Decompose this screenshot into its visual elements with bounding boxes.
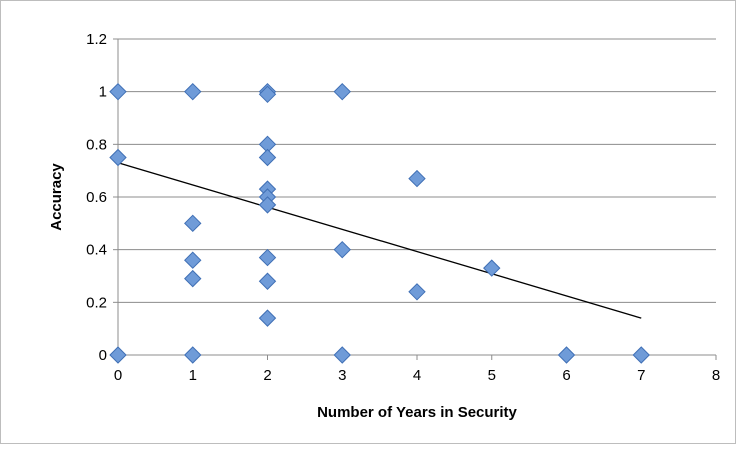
data-point <box>408 169 426 188</box>
data-point <box>258 85 277 104</box>
y-tick-label: 0.2 <box>86 294 107 311</box>
data-point <box>333 82 351 101</box>
data-point <box>109 148 127 167</box>
x-tick-label: 3 <box>338 367 346 384</box>
data-point <box>632 346 650 364</box>
gridlines <box>118 38 716 303</box>
data-point <box>184 82 202 101</box>
y-tick-label: 1 <box>99 84 107 101</box>
data-point <box>483 259 501 277</box>
axes <box>113 38 717 360</box>
x-tick-label: 2 <box>263 367 271 384</box>
data-point <box>184 346 202 364</box>
x-axis-title: Number of Years in Security <box>317 404 517 421</box>
y-tick-label: 0.8 <box>86 136 107 153</box>
x-tick-label: 5 <box>488 367 496 384</box>
x-tick-label: 0 <box>114 367 122 384</box>
y-tick-label: 1.2 <box>86 31 107 48</box>
y-axis-title: Accuracy <box>48 163 65 231</box>
y-tick-label: 0 <box>99 347 107 364</box>
data-point <box>408 283 426 301</box>
x-tick-label: 6 <box>562 367 570 384</box>
data-points <box>109 82 650 364</box>
trendline-group <box>117 162 642 319</box>
data-point <box>258 248 277 267</box>
x-tick-label: 1 <box>189 367 197 384</box>
data-point <box>109 82 127 101</box>
data-point <box>109 346 127 364</box>
data-point <box>184 269 202 288</box>
y-tick-label: 0.4 <box>86 242 107 259</box>
x-tick-label: 4 <box>413 367 421 384</box>
data-point <box>258 309 277 327</box>
data-point <box>258 148 277 167</box>
data-point <box>184 214 202 233</box>
data-point <box>258 272 277 290</box>
data-point <box>557 346 576 364</box>
data-point <box>333 346 351 364</box>
data-point <box>184 251 202 269</box>
x-tick-label: 8 <box>712 367 720 384</box>
data-point <box>333 240 351 259</box>
data-point <box>258 196 277 214</box>
tick-labels: 0 0.2 0.4 0.6 0.8 1 1.2 0 1 2 3 4 5 6 7 8 <box>86 31 720 384</box>
trendline <box>117 162 642 319</box>
y-tick-label: 0.6 <box>86 189 107 206</box>
x-tick-label: 7 <box>637 367 645 384</box>
